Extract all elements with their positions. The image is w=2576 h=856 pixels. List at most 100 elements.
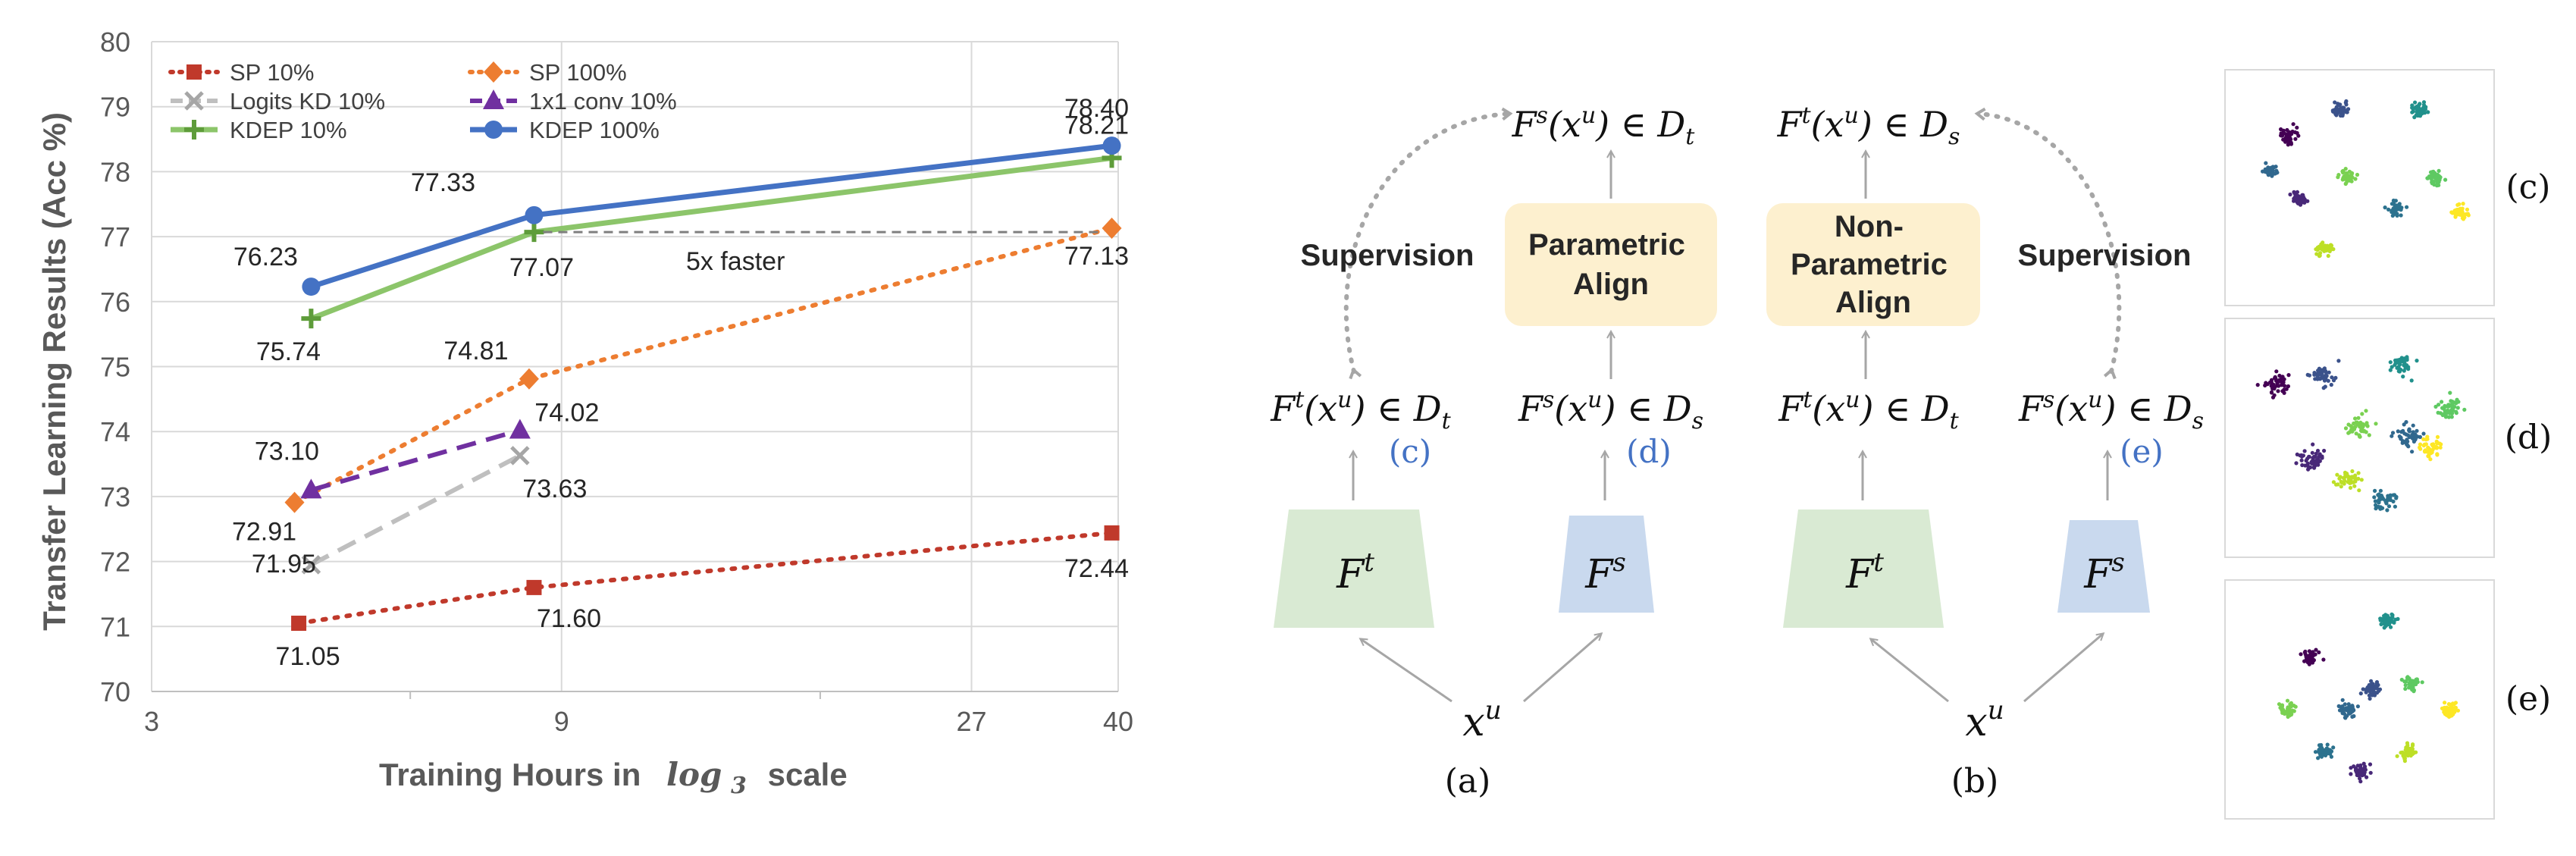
tsne-point <box>2407 752 2411 757</box>
series-5-point-1 <box>525 205 544 224</box>
tsne-point <box>2282 387 2286 392</box>
tsne-point <box>2277 702 2282 707</box>
tsne-point <box>2405 743 2410 748</box>
tsne-point <box>2338 102 2343 107</box>
x-tick-labels: 3 9 27 40 <box>144 706 1133 737</box>
tsne-label-d: (d) <box>2505 419 2552 457</box>
tsne-point <box>2409 378 2414 383</box>
tsne-point <box>2432 445 2437 450</box>
tsne-point <box>2349 708 2354 713</box>
tsne-point <box>2336 482 2340 487</box>
tsne-point <box>2422 442 2427 447</box>
tsne-point <box>2411 742 2415 747</box>
tsne-point <box>2437 168 2441 173</box>
teacher-network-a <box>1274 510 1434 628</box>
value-label-5-0: 76.23 <box>233 243 298 271</box>
tsne-point <box>2368 696 2372 701</box>
formula-left-a: Ft(xu) ∈ Dt <box>1270 387 1451 434</box>
tsne-point <box>2352 427 2357 431</box>
tsne-point <box>2402 422 2406 427</box>
tsne-point <box>2390 612 2394 617</box>
tsne-point <box>2369 679 2374 684</box>
y-tick-label-71: 71 <box>100 611 130 642</box>
tsne-point <box>2434 439 2439 444</box>
diagram-panel-a: Supervision Parametric Align Fs(xu) ∈ Dt… <box>1270 102 1717 801</box>
annotation-5x-faster: 5x faster <box>686 247 785 276</box>
tsne-point <box>2280 375 2285 379</box>
tsne-point <box>2426 110 2430 114</box>
tsne-point <box>2331 745 2336 750</box>
tsne-point <box>2353 177 2358 181</box>
tsne-point <box>2327 748 2331 753</box>
legend-label-3: 1x1 conv 10% <box>529 88 677 114</box>
tsne-point <box>2440 400 2444 404</box>
tsne-point <box>2377 688 2381 693</box>
supervision-arc-b <box>1974 107 2122 380</box>
tsne-point <box>2436 410 2440 415</box>
tsne-point <box>2329 382 2333 387</box>
series-kdep-100- <box>302 136 1121 296</box>
tsne-point <box>2317 452 2322 456</box>
tsne-point <box>2286 137 2291 142</box>
tsne-point <box>2364 409 2368 413</box>
tsne-point <box>2364 423 2369 428</box>
tsne-point <box>2388 368 2393 372</box>
tsne-point <box>2344 99 2349 104</box>
tsne-point <box>2313 750 2318 754</box>
tsne-point <box>2343 707 2348 711</box>
tsne-point <box>2338 475 2343 479</box>
tsne-point <box>2399 677 2404 682</box>
non-parametric-align-line2: Parametric <box>1791 248 1948 281</box>
line-chart: 70 71 72 73 74 75 76 77 78 79 80 3 9 27 40 71.05 71.60… <box>36 27 1133 799</box>
tsne-point <box>2299 458 2304 462</box>
tsne-point <box>2401 428 2405 434</box>
supervision-label-a: Supervision <box>1301 239 1474 272</box>
tsne-point <box>2307 649 2311 654</box>
tsne-point <box>2348 705 2352 710</box>
tsne-point <box>2349 172 2354 177</box>
tsne-point <box>2315 247 2320 252</box>
tsne-point <box>2443 415 2448 419</box>
tsne-point <box>2438 445 2443 450</box>
y-tick-labels: 70 71 72 73 74 75 76 77 78 79 80 <box>100 27 130 707</box>
tsne-point <box>2426 454 2430 459</box>
tsne-point <box>2449 709 2453 713</box>
tsne-point <box>2281 380 2286 384</box>
tsne-point <box>2402 756 2407 761</box>
formula-left-b: Ft(xu) ∈ Dt <box>1778 387 1959 434</box>
tsne-point <box>2367 433 2371 437</box>
tsne-point <box>2390 434 2394 438</box>
legend-marker-2 <box>184 91 204 111</box>
tsne-point <box>2358 779 2363 784</box>
tsne-point <box>2390 365 2394 369</box>
tsne-point <box>2323 377 2327 381</box>
tsne-point <box>2333 375 2338 380</box>
tsne-point <box>2331 480 2336 484</box>
tsne-point <box>2311 658 2316 663</box>
tsne-point <box>2321 657 2326 662</box>
annotation-layer: 5x faster <box>543 230 1105 276</box>
tsne-point <box>2346 422 2351 427</box>
tsne-point <box>2266 171 2270 176</box>
tsne-point <box>2346 177 2351 182</box>
tsne-point <box>2324 247 2328 252</box>
y-tick-label-78: 78 <box>100 156 130 187</box>
tsne-point <box>2289 142 2293 146</box>
tsne-point <box>2462 212 2466 218</box>
tsne-point <box>2313 377 2317 381</box>
series-1-point-1 <box>519 368 539 390</box>
tsne-point <box>2336 359 2341 363</box>
tsne-point <box>2287 133 2292 138</box>
tsne-point <box>2443 701 2447 705</box>
tsne-point <box>2346 702 2351 707</box>
supervision-label-b: Supervision <box>2018 239 2192 272</box>
tsne-point <box>2317 459 2322 463</box>
non-parametric-align-line3: Align <box>1835 286 1911 319</box>
tsne-point <box>2455 406 2460 410</box>
tsne-point <box>2288 192 2292 197</box>
tsne-point <box>2379 622 2383 627</box>
tsne-point <box>2418 102 2422 106</box>
tsne-point <box>2330 109 2336 114</box>
tsne-point <box>2373 488 2377 494</box>
tsne-point <box>2345 110 2349 114</box>
